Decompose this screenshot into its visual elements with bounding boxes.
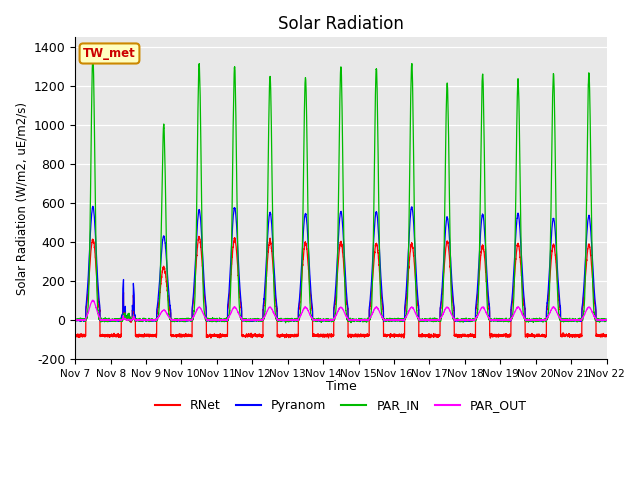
- PAR_IN: [167, 317, 175, 323]
- PAR_IN: [89, 54, 97, 60]
- RNet: [321, 333, 329, 338]
- PAR_IN: [460, 317, 468, 323]
- PAR_OUT: [603, 317, 611, 323]
- Legend: RNet, Pyranom, PAR_IN, PAR_OUT: RNet, Pyranom, PAR_IN, PAR_OUT: [150, 394, 532, 417]
- Pyranom: [458, 319, 465, 324]
- Pyranom: [490, 318, 498, 324]
- RNet: [195, 233, 203, 239]
- Pyranom: [71, 318, 79, 324]
- PAR_OUT: [167, 316, 175, 322]
- PAR_OUT: [460, 317, 468, 323]
- RNet: [431, 332, 438, 338]
- Pyranom: [602, 317, 610, 323]
- PAR_IN: [603, 316, 611, 322]
- Title: Solar Radiation: Solar Radiation: [278, 15, 404, 33]
- PAR_IN: [321, 317, 329, 323]
- Line: Pyranom: Pyranom: [75, 206, 607, 322]
- Pyranom: [431, 317, 438, 323]
- RNet: [71, 331, 79, 337]
- RNet: [167, 311, 175, 316]
- PAR_OUT: [490, 317, 498, 323]
- Pyranom: [167, 307, 175, 313]
- PAR_OUT: [602, 317, 610, 323]
- Pyranom: [603, 318, 611, 324]
- PAR_IN: [602, 318, 610, 324]
- PAR_OUT: [71, 317, 79, 323]
- Pyranom: [460, 317, 468, 323]
- PAR_OUT: [562, 318, 570, 324]
- Line: PAR_IN: PAR_IN: [75, 57, 607, 323]
- Y-axis label: Solar Radiation (W/m2, uE/m2/s): Solar Radiation (W/m2, uE/m2/s): [15, 102, 28, 295]
- Pyranom: [321, 317, 329, 323]
- RNet: [603, 332, 611, 337]
- Text: TW_met: TW_met: [83, 47, 136, 60]
- Line: RNet: RNet: [75, 236, 607, 338]
- PAR_IN: [490, 316, 498, 322]
- RNet: [602, 333, 610, 338]
- Line: PAR_OUT: PAR_OUT: [75, 300, 607, 321]
- PAR_IN: [282, 320, 289, 326]
- PAR_OUT: [89, 297, 97, 303]
- Pyranom: [89, 204, 97, 209]
- PAR_IN: [71, 317, 79, 323]
- PAR_OUT: [321, 317, 329, 323]
- X-axis label: Time: Time: [326, 380, 356, 393]
- RNet: [486, 335, 494, 341]
- RNet: [490, 332, 498, 338]
- PAR_OUT: [431, 317, 438, 323]
- RNet: [460, 331, 468, 337]
- PAR_IN: [431, 317, 438, 323]
